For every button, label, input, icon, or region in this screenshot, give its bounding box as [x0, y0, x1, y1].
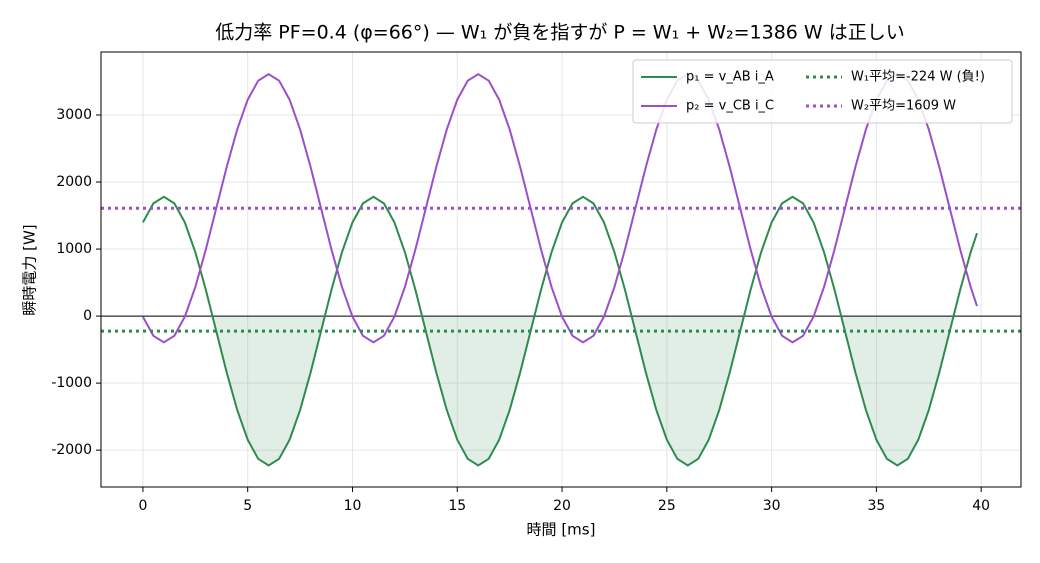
x-tick-label: 25: [658, 498, 676, 514]
legend-box: [632, 59, 1013, 124]
y-tick-label: 3000: [56, 107, 92, 123]
y-tick-label: -1000: [51, 375, 92, 391]
y-tick-label: 2000: [56, 174, 92, 190]
legend-label: p₁ = v_AB i_A: [686, 70, 774, 85]
y-tick-label: 0: [83, 308, 92, 324]
x-tick-label: 5: [243, 498, 252, 514]
x-tick-label: 15: [448, 498, 466, 514]
legend-label: W₁平均=-224 W (負!): [851, 70, 985, 85]
chart-title: 低力率 PF=0.4 (φ=66°) — W₁ が負を指すが P = W₁ + …: [215, 22, 905, 44]
x-tick-label: 20: [553, 498, 571, 514]
x-axis-label: 時間 [ms]: [527, 521, 596, 539]
series-line: [142, 72, 978, 344]
legend-label: W₂平均=1609 W: [851, 99, 956, 114]
x-tick-label: 40: [972, 498, 990, 514]
y-tick-label: 1000: [56, 241, 92, 257]
x-tick-label: 10: [344, 498, 362, 514]
x-tick-label: 35: [867, 498, 885, 514]
legend-label: p₂ = v_CB i_C: [686, 99, 774, 114]
x-tick-label: 30: [763, 498, 781, 514]
plot-frame: [100, 51, 1022, 488]
y-axis-label: 瞬時電力 [W]: [21, 224, 39, 315]
x-tick-label: 0: [138, 498, 147, 514]
series-line: [142, 195, 978, 467]
y-tick-label: -2000: [51, 442, 92, 458]
